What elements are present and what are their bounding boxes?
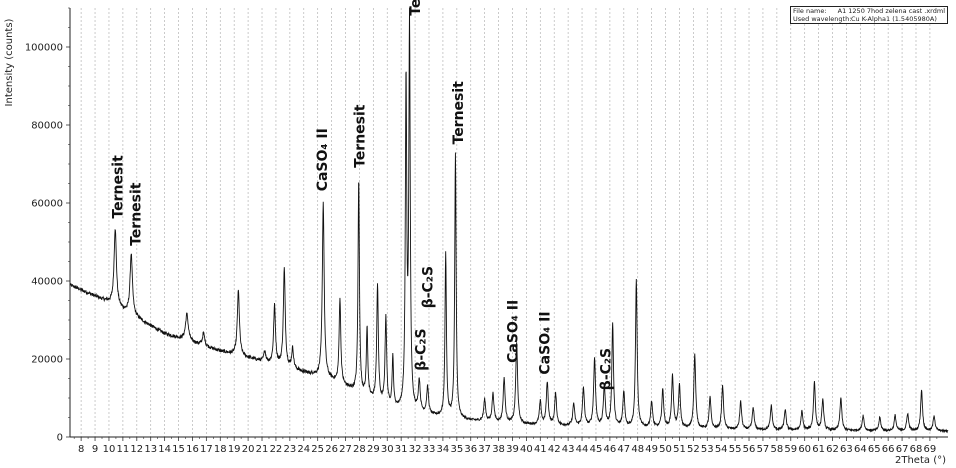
x-tick-label: 68: [910, 444, 923, 455]
x-tick-label: 19: [228, 444, 241, 455]
info-key: File name:: [793, 7, 827, 15]
x-tick-label: 56: [743, 444, 756, 455]
x-tick-label: 13: [144, 444, 157, 455]
x-tick-label: 38: [492, 444, 505, 455]
x-tick-label: 44: [576, 444, 589, 455]
x-tick-label: 66: [882, 444, 895, 455]
x-tick-label: 37: [478, 444, 491, 455]
x-tick-label: 65: [868, 444, 881, 455]
x-tick-label: 28: [353, 444, 366, 455]
x-tick-label: 51: [673, 444, 686, 455]
x-tick-label: 50: [659, 444, 672, 455]
y-tick-label: 80000: [31, 121, 63, 132]
x-tick-label: 49: [645, 444, 658, 455]
grid: [80, 8, 931, 437]
info-value: A1 1250 7hod zelena cast .xrdml: [837, 7, 945, 15]
y-tick-label: 60000: [31, 199, 63, 210]
x-tick-label: 14: [158, 444, 171, 455]
diffraction-pattern: [69, 7, 949, 434]
x-tick-label: 23: [283, 444, 296, 455]
x-tick-label: 25: [311, 444, 324, 455]
peak-label: Ternesit: [451, 81, 467, 145]
x-tick-label: 33: [423, 444, 436, 455]
x-tick-label: 54: [715, 444, 728, 455]
x-tick-label: 27: [339, 444, 352, 455]
axes: 8 9 10 11 12 13 14 15 16 17 18 19 20 21 22 23 24 25 26 27 28…: [25, 7, 948, 455]
x-tick-label: 39: [506, 444, 519, 455]
peak-label: CaSO₄ II: [537, 311, 553, 374]
peak-label: Ternesit: [128, 182, 144, 246]
x-tick-label: 58: [770, 444, 783, 455]
y-tick-label: 20000: [31, 355, 63, 366]
info-row-file: File name: A1 1250 7hod zelena cast .xrd…: [793, 7, 945, 15]
x-tick-label: 67: [896, 444, 909, 455]
x-tick-label: 69: [924, 444, 937, 455]
peak-label: Ternesit: [352, 104, 368, 168]
x-tick-label: 60: [798, 444, 811, 455]
x-tick-label: 20: [242, 444, 255, 455]
y-tick-label: 0: [57, 433, 63, 444]
x-tick-label: 26: [325, 444, 338, 455]
x-tick-label: 35: [450, 444, 463, 455]
peak-label: β-C₂S: [414, 328, 430, 370]
x-tick-label: 21: [256, 444, 269, 455]
peak-label: CaSO₄ II: [505, 300, 521, 363]
x-tick-label: 22: [270, 444, 283, 455]
x-tick-label: 9: [92, 444, 98, 455]
x-tick-label: 8: [78, 444, 84, 455]
y-axis-title: Intensity (counts): [4, 18, 15, 106]
x-tick-label: 34: [437, 444, 450, 455]
x-tick-label: 59: [784, 444, 797, 455]
x-tick-label: 40: [520, 444, 533, 455]
x-tick-label: 18: [214, 444, 227, 455]
x-tick-label: 36: [464, 444, 477, 455]
info-value: Cu K-Alpha1 (1.5405980A): [851, 15, 937, 23]
x-tick-label: 53: [701, 444, 714, 455]
x-tick-label: 47: [617, 444, 630, 455]
x-tick-label: 46: [604, 444, 617, 455]
x-tick-label: 30: [381, 444, 394, 455]
x-tick-label: 31: [395, 444, 408, 455]
x-tick-label: 10: [103, 444, 116, 455]
info-legend: File name: A1 1250 7hod zelena cast .xrd…: [790, 6, 948, 24]
peak-label: β-C₂S: [421, 266, 437, 308]
info-row-wavelength: Used wavelength: Cu K-Alpha1 (1.5405980A…: [793, 15, 945, 23]
x-tick-label: 64: [854, 444, 867, 455]
x-tick-label: 24: [297, 444, 310, 455]
x-tick-label: 61: [812, 444, 825, 455]
x-tick-label: 43: [562, 444, 575, 455]
peak-label: CaSO₄ II: [315, 128, 331, 191]
x-tick-label: 62: [826, 444, 839, 455]
info-key: Used wavelength:: [793, 15, 852, 23]
x-tick-label: 29: [367, 444, 380, 455]
peak-label: Ternesit: [110, 155, 126, 219]
x-tick-label: 16: [186, 444, 199, 455]
y-tick-label: 40000: [31, 277, 63, 288]
x-tick-label: 48: [631, 444, 644, 455]
x-tick-label: 11: [117, 444, 130, 455]
x-tick-label: 55: [729, 444, 742, 455]
x-axis-title: 2Theta (°): [895, 455, 946, 466]
x-tick-label: 63: [840, 444, 853, 455]
x-tick-label: 41: [534, 444, 547, 455]
diffraction-trace: [69, 7, 949, 434]
y-tick-label: 100000: [25, 43, 63, 54]
x-tick-label: 57: [757, 444, 770, 455]
peak-label: β-C₂S: [599, 348, 615, 390]
x-tick-label: 45: [590, 444, 603, 455]
x-tick-label: 12: [130, 444, 143, 455]
x-tick-label: 52: [687, 444, 700, 455]
x-tick-label: 17: [200, 444, 213, 455]
x-tick-label: 15: [172, 444, 185, 455]
x-tick-label: 42: [548, 444, 561, 455]
peak-label: Ternesit: [408, 0, 424, 16]
x-tick-label: 32: [409, 444, 422, 455]
